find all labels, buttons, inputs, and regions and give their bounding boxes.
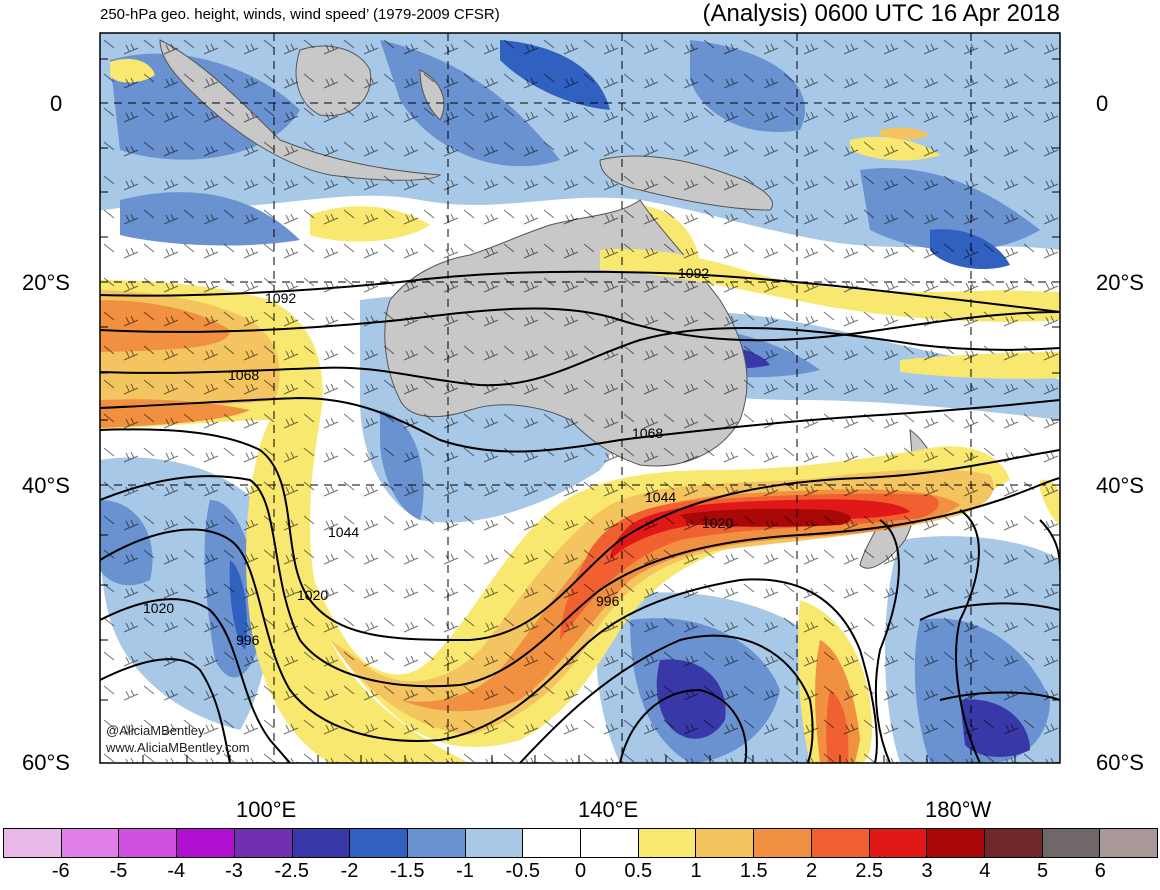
- credit-website: www.AliciaMBentley.com: [106, 740, 250, 755]
- colorbar-tick-label: 0.5: [624, 860, 653, 882]
- colorbar-tick-label: 2: [805, 860, 818, 882]
- axis-ticks: [100, 58, 1060, 763]
- lat-lon-grid: [100, 33, 1060, 763]
- lat-label-left: 0: [50, 91, 63, 116]
- colorbar-swatch: [811, 829, 870, 857]
- colorbar-swatch: [984, 829, 1043, 857]
- colorbar-tick-label: 4: [979, 860, 991, 882]
- colorbar-tick-label: 6: [1094, 860, 1106, 882]
- colorbar-tick-label: -1.5: [390, 860, 425, 882]
- colorbar-swatch: [61, 829, 120, 857]
- colorbar-tick-label: -1: [456, 860, 474, 882]
- lat-label-left: 60°S: [22, 750, 70, 775]
- colorbar-tick-label: -2.5: [274, 860, 309, 882]
- colorbar-tick-label: 0: [574, 860, 587, 882]
- credit-handle: @AliciaMBentley: [106, 723, 205, 738]
- colorbar-swatch: [292, 829, 351, 857]
- contour-label: 1020: [702, 515, 733, 531]
- colorbar-swatch: [638, 829, 697, 857]
- colorbar-swatch: [581, 829, 639, 857]
- colorbar-labels: -6 -5 -4 -3 -2.5 -2 -1.5 -1 -0.5 0 0.5 1 1.5 2 2.5 3 4 5 6: [0, 860, 1160, 884]
- colorbar-swatch: [234, 829, 293, 857]
- lat-label-right: 40°S: [1096, 473, 1144, 498]
- colorbar-swatch: [4, 829, 62, 857]
- colorbar-tick-label: 1: [690, 860, 702, 882]
- lon-label: 140°E: [578, 797, 639, 822]
- wind-barbs: [100, 33, 1060, 763]
- contour-label: 1044: [645, 489, 676, 505]
- lat-label-left: 20°S: [22, 270, 70, 295]
- title-right: (Analysis) 0600 UTC 16 Apr 2018: [702, 0, 1060, 27]
- lon-label: 180°W: [925, 797, 992, 822]
- lon-label: 100°E: [236, 797, 297, 822]
- colorbar-tick-label: -5: [109, 860, 128, 882]
- colorbar-swatch: [407, 829, 466, 857]
- colorbar-swatch: [696, 829, 755, 857]
- title-left: 250-hPa geo. height, winds, wind speed’ …: [100, 6, 500, 23]
- colorbar-swatch: [350, 829, 408, 857]
- colorbar-tick-label: -0.5: [505, 860, 540, 882]
- lat-label-right: 60°S: [1096, 750, 1144, 775]
- contour-label: 1092: [678, 265, 709, 281]
- contour-labels: 1092 1092 1068 1068 1044 1044 1020 1020 …: [143, 265, 733, 648]
- contour-label: 996: [596, 593, 620, 609]
- colorbar-swatch: [869, 829, 928, 857]
- contour-label: 1092: [265, 290, 296, 306]
- colorbar-swatch: [927, 829, 985, 857]
- colorbar-tick-label: 3: [921, 860, 933, 882]
- contour-label: 1068: [228, 367, 259, 383]
- colorbar-tick-label: 1.5: [739, 860, 768, 882]
- contour-label: 1020: [143, 600, 174, 616]
- colorbar-swatch: [119, 829, 178, 857]
- colorbar-tick-label: -3: [225, 860, 243, 882]
- colorbar-tick-label: -2: [340, 860, 359, 882]
- map-frame: [99, 32, 1061, 764]
- lat-label-right: 0: [1096, 91, 1109, 116]
- colorbar-swatch: [754, 829, 812, 857]
- colorbar-swatch: [1042, 829, 1101, 857]
- lat-label-right: 20°S: [1096, 270, 1144, 295]
- contour-label: 1044: [328, 524, 359, 540]
- colorbar: [3, 828, 1158, 858]
- contour-label: 1068: [632, 425, 663, 441]
- colorbar-tick-label: 5: [1036, 860, 1049, 882]
- contour-label: 996: [236, 632, 260, 648]
- colorbar-swatch: [523, 829, 582, 857]
- colorbar-tick-label: -6: [51, 860, 70, 882]
- colorbar-tick-label: -4: [167, 860, 186, 882]
- colorbar-swatch: [1100, 829, 1158, 857]
- colorbar-swatch: [465, 829, 524, 857]
- colorbar-tick-label: 2.5: [855, 860, 884, 882]
- lat-label-left: 40°S: [22, 473, 70, 498]
- contour-label: 1020: [297, 587, 328, 603]
- colorbar-swatch: [177, 829, 235, 857]
- height-contours: [100, 270, 1060, 763]
